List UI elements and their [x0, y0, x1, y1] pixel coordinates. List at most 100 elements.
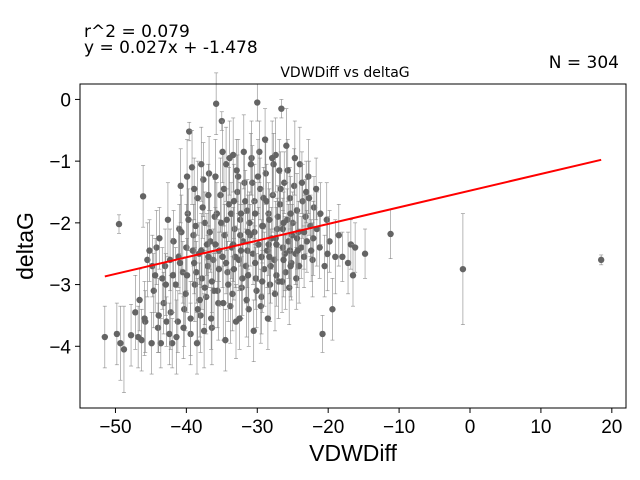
- data-marker: [185, 216, 192, 223]
- data-marker: [190, 185, 198, 193]
- data-marker: [290, 182, 298, 190]
- data-marker: [244, 272, 252, 279]
- y-tick-label: −2: [49, 214, 71, 235]
- data-marker: [293, 275, 300, 282]
- data-marker: [283, 142, 290, 149]
- data-point: [303, 210, 311, 273]
- data-marker: [326, 238, 333, 245]
- data-marker: [280, 219, 287, 227]
- data-marker: [225, 201, 233, 208]
- data-marker: [305, 173, 312, 180]
- regression-line: [104, 158, 602, 278]
- data-marker: [190, 259, 198, 267]
- data-marker: [193, 340, 201, 347]
- data-marker: [317, 210, 324, 217]
- data-marker: [230, 265, 238, 273]
- data-point: [321, 234, 328, 298]
- data-marker: [252, 275, 260, 282]
- data-marker: [215, 299, 222, 307]
- data-point: [305, 160, 313, 236]
- data-point: [113, 302, 121, 366]
- data-point: [168, 318, 176, 369]
- data-marker: [115, 220, 123, 228]
- data-marker: [258, 253, 265, 260]
- data-marker: [223, 216, 230, 223]
- data-point: [166, 302, 173, 366]
- data-marker: [323, 216, 330, 223]
- data-point: [259, 188, 266, 264]
- data-marker: [293, 235, 301, 242]
- data-point: [222, 308, 229, 372]
- data-point: [144, 222, 151, 298]
- data-point: [254, 83, 261, 122]
- data-marker: [247, 161, 255, 168]
- data-marker: [180, 324, 187, 331]
- data-marker: [226, 154, 233, 162]
- data-point: [132, 275, 139, 350]
- data-marker: [212, 173, 219, 180]
- data-point: [313, 191, 321, 267]
- data-point: [283, 108, 290, 184]
- data-point: [196, 262, 204, 338]
- data-marker: [174, 318, 182, 325]
- data-marker: [222, 336, 229, 344]
- y-tick-label: −3: [49, 276, 71, 297]
- data-point: [361, 228, 369, 279]
- data-point: [101, 305, 109, 369]
- data-marker: [251, 210, 259, 217]
- data-marker: [127, 331, 135, 339]
- data-marker: [281, 179, 288, 186]
- data-point: [205, 225, 212, 288]
- data-marker: [310, 235, 317, 242]
- data-marker: [319, 330, 326, 338]
- data-point: [148, 312, 155, 375]
- data-point: [310, 200, 317, 276]
- data-marker: [217, 219, 225, 227]
- data-marker: [191, 281, 199, 288]
- data-marker: [597, 256, 605, 264]
- data-point: [225, 247, 232, 322]
- data-marker: [159, 275, 166, 282]
- data-marker: [243, 296, 250, 304]
- data-point: [155, 278, 162, 353]
- data-marker: [244, 207, 251, 214]
- y-tick-label: 0: [60, 90, 71, 111]
- data-marker: [220, 185, 228, 193]
- data-marker: [271, 290, 279, 298]
- data-marker: [284, 167, 291, 174]
- r-squared-annotation: r^2 = 0.079: [84, 22, 190, 42]
- data-point: [244, 194, 252, 270]
- data-point: [230, 163, 238, 239]
- data-marker: [217, 191, 224, 199]
- data-marker: [212, 100, 220, 107]
- data-marker: [222, 259, 230, 267]
- data-marker: [234, 173, 242, 180]
- data-point: [183, 237, 191, 313]
- data-point: [276, 139, 283, 202]
- data-marker: [459, 265, 467, 273]
- data-marker: [287, 210, 294, 217]
- data-marker: [200, 176, 207, 183]
- data-marker: [201, 219, 208, 227]
- data-marker: [257, 302, 265, 310]
- data-point: [157, 318, 165, 369]
- fit-equation-annotation: y = 0.027x + -1.478: [84, 38, 258, 58]
- data-marker: [259, 278, 266, 285]
- data-point: [193, 241, 200, 304]
- data-marker: [117, 340, 124, 347]
- data-marker: [237, 247, 245, 254]
- x-ticks: −50 −40 −30 −20 −10 0 10 20: [99, 408, 622, 438]
- data-point: [198, 213, 205, 288]
- data-point: [136, 268, 143, 332]
- data-marker: [176, 259, 184, 267]
- data-point: [303, 160, 310, 224]
- data-marker: [298, 179, 306, 186]
- data-marker: [132, 309, 139, 316]
- data-marker: [139, 193, 147, 200]
- data-point: [222, 231, 230, 295]
- data-marker: [254, 173, 262, 180]
- data-marker: [276, 201, 284, 208]
- data-point: [194, 278, 201, 341]
- data-marker: [183, 173, 191, 180]
- data-marker: [163, 318, 170, 325]
